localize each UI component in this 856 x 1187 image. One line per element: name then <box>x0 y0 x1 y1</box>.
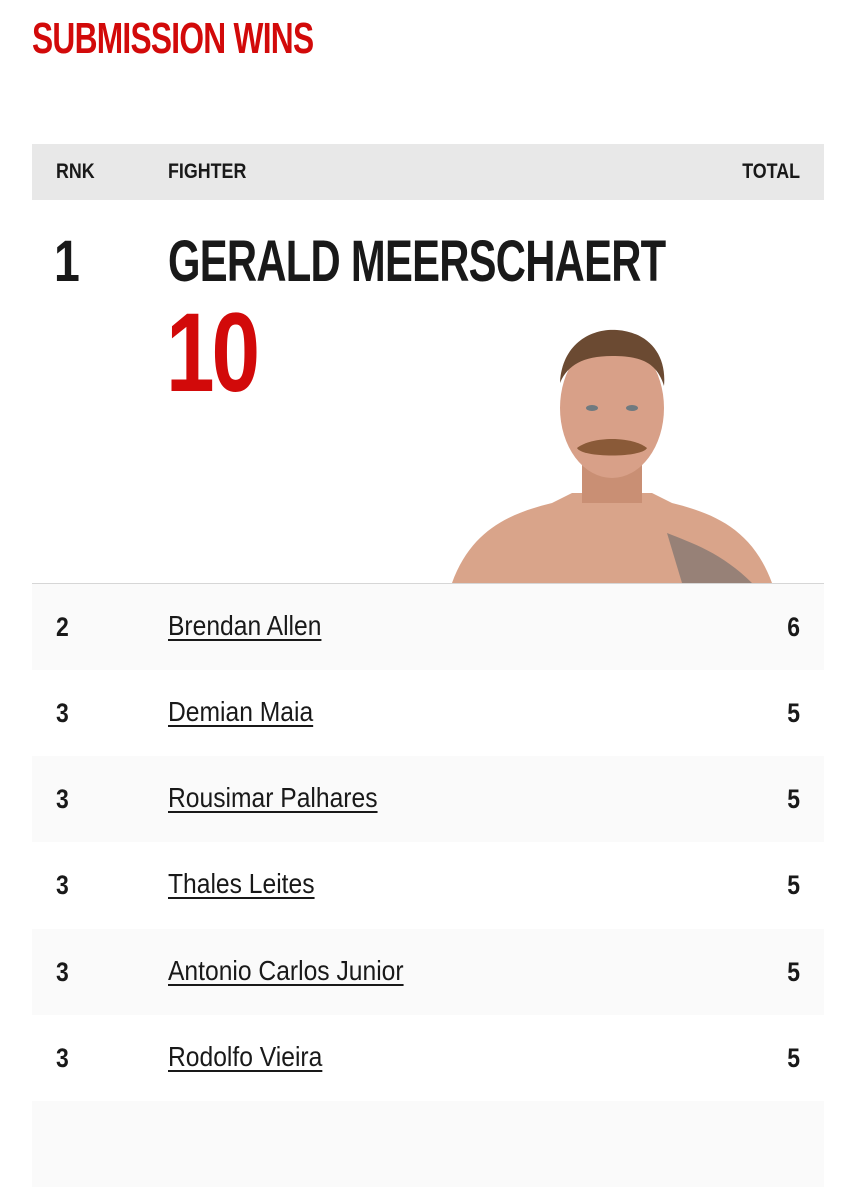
row-rank: 3 <box>56 784 69 814</box>
header-rank: RNK <box>56 160 95 183</box>
fighter-name-link[interactable]: Thales Leites <box>168 868 315 899</box>
table-row: 3 Demian Maia 5 <box>32 670 824 756</box>
page-title: SUBMISSION WINS <box>32 14 314 63</box>
row-rank: 2 <box>56 612 69 642</box>
fighter-name-link[interactable]: Rodolfo Vieira <box>168 1041 323 1072</box>
table-row: 3 Rodolfo Vieira 5 <box>32 1015 824 1101</box>
row-rank: 3 <box>56 698 69 728</box>
row-rank: 3 <box>56 870 69 900</box>
row-total: 5 <box>787 957 800 987</box>
table-row-partial <box>32 1101 824 1187</box>
table-header: RNK FIGHTER TOTAL <box>32 144 824 200</box>
header-total: TOTAL <box>742 160 800 183</box>
leader-name-link[interactable]: GERALD MEERSCHAERT <box>168 229 666 294</box>
row-rank: 3 <box>56 957 69 987</box>
row-total: 5 <box>787 698 800 728</box>
row-total: 5 <box>787 784 800 814</box>
table-row: 3 Rousimar Palhares 5 <box>32 756 824 842</box>
fighter-name-link[interactable]: Rousimar Palhares <box>168 782 378 813</box>
fighter-name-link[interactable]: Antonio Carlos Junior <box>168 955 404 986</box>
leader-rank: 1 <box>54 229 80 294</box>
fighter-name-link[interactable]: Demian Maia <box>168 696 314 727</box>
fighter-headshot-image <box>452 329 772 583</box>
table-row: 3 Antonio Carlos Junior 5 <box>32 929 824 1015</box>
row-rank: 3 <box>56 1043 69 1073</box>
row-total: 5 <box>787 870 800 900</box>
leader-row: 1 GERALD MEERSCHAERT 10 <box>32 200 824 584</box>
table-row: 2 Brendan Allen 6 <box>32 584 824 670</box>
leader-total: 10 <box>166 290 260 415</box>
row-total: 6 <box>787 612 800 642</box>
fighter-name-link[interactable]: Brendan Allen <box>168 610 322 641</box>
table-row: 3 Thales Leites 5 <box>32 842 824 928</box>
header-fighter: FIGHTER <box>168 160 247 183</box>
row-total: 5 <box>787 1043 800 1073</box>
